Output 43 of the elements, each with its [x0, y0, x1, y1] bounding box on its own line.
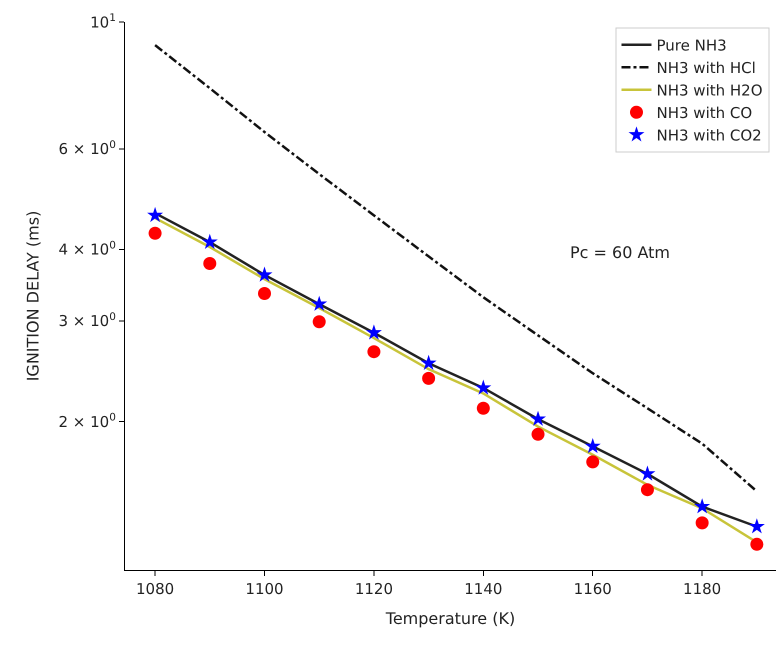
- point: [748, 518, 765, 534]
- point: [476, 402, 490, 415]
- legend-label: NH3 with HCl: [656, 59, 756, 78]
- point: [420, 354, 437, 370]
- point: [256, 266, 272, 282]
- point: [640, 483, 654, 496]
- y-axis-title: IGNITION DELAY (ms): [23, 210, 42, 382]
- y-tick-label: 3 × 10$^{0}$: [58, 310, 116, 330]
- x-tick-label: 1100: [245, 580, 284, 598]
- x-tick-label: 1120: [354, 580, 394, 598]
- point: [312, 315, 326, 328]
- legend-label: NH3 with CO2: [656, 126, 762, 145]
- point: [639, 465, 656, 481]
- y-tick-label: 10$^{1}$: [90, 12, 116, 32]
- legend-label: NH3 with H2O: [656, 82, 763, 100]
- y-tick-label: 6 × 10$^{0}$: [58, 138, 116, 158]
- legend-label: Pure NH3: [656, 36, 727, 55]
- x-axis-title: Temperature (K): [384, 608, 516, 628]
- point: [366, 324, 382, 340]
- legend-label: NH3 with CO: [656, 104, 752, 122]
- x-tick-label: 1140: [464, 580, 502, 598]
- point: [694, 498, 710, 514]
- point: [475, 380, 492, 395]
- x-tick-label: 1160: [574, 580, 612, 598]
- point: [258, 287, 271, 300]
- point: [586, 455, 600, 468]
- y-tick-label: 4 × 10$^{0}$: [58, 239, 116, 259]
- point: [422, 372, 436, 385]
- point: [750, 538, 764, 551]
- point: [696, 516, 709, 530]
- point: [203, 257, 216, 270]
- point: [367, 345, 380, 358]
- point: [148, 226, 162, 240]
- point: [202, 234, 218, 249]
- point: [584, 438, 601, 454]
- point: [147, 206, 164, 222]
- point: [311, 296, 328, 311]
- annotation: Pc = 60 Atm: [570, 243, 670, 262]
- y-tick-label: 2 × 10$^{0}$: [58, 412, 116, 431]
- x-tick-label: 1080: [136, 580, 174, 598]
- point: [530, 410, 546, 426]
- x-tick-label: 1180: [683, 580, 722, 598]
- point: [532, 428, 545, 441]
